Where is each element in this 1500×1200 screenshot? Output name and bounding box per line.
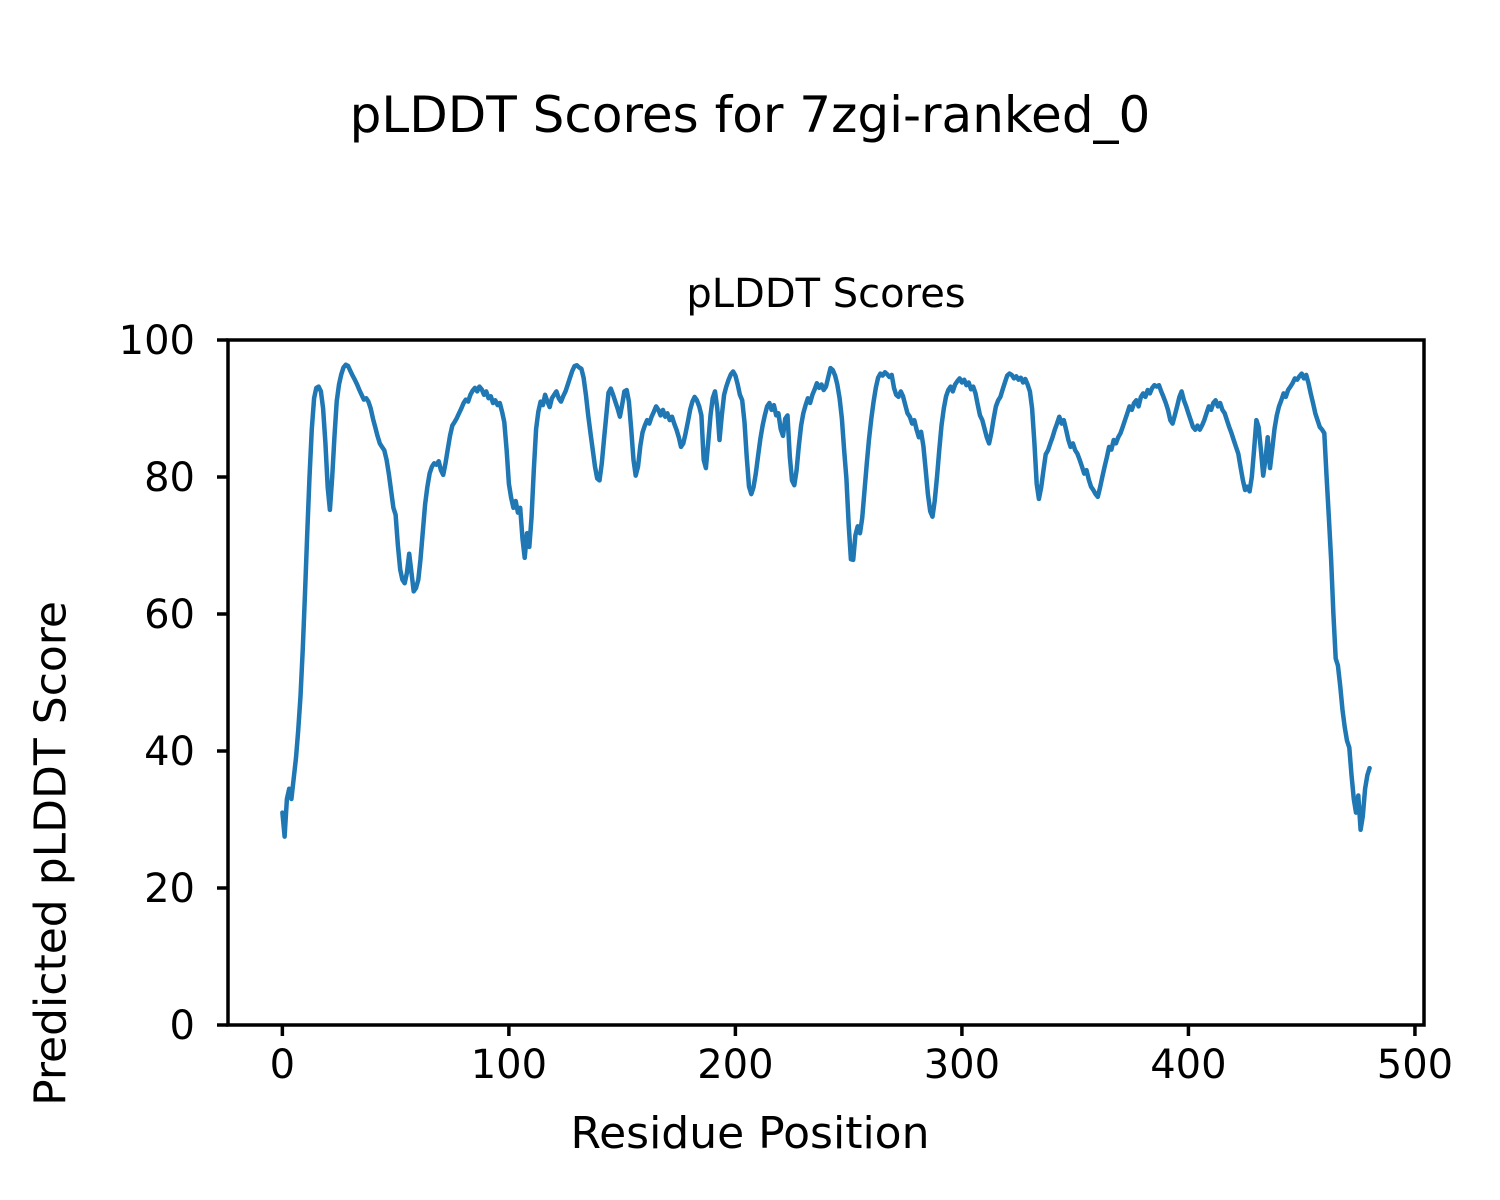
- x-axis-label: Residue Position: [570, 1108, 930, 1159]
- y-tick-label-0: 0: [170, 1003, 195, 1049]
- y-tick-label-1: 20: [144, 866, 195, 912]
- y-tick-label-2: 40: [144, 729, 195, 775]
- y-tick-label-5: 100: [119, 318, 195, 364]
- x-tick-label-1: 100: [471, 1042, 547, 1088]
- x-tick-label-0: 0: [270, 1042, 295, 1088]
- x-tick-label-5: 500: [1377, 1042, 1453, 1088]
- axes-spines: [226, 338, 1426, 1027]
- axes-title: pLDDT Scores: [686, 271, 966, 317]
- x-tick-label-4: 400: [1150, 1042, 1226, 1088]
- x-tick-label-2: 200: [697, 1042, 773, 1088]
- y-tick-label-3: 60: [144, 592, 195, 638]
- axis-ticks: 0 100 200 300 400 500 0 20 40 60 80 100: [119, 318, 1453, 1088]
- y-tick-label-4: 80: [144, 455, 195, 501]
- x-tick-label-3: 300: [924, 1042, 1000, 1088]
- y-axis-label-text: Predicted pLDDT Score: [25, 601, 77, 1106]
- plddt-line-series-0: [280, 362, 1372, 839]
- figure-suptitle: pLDDT Scores for 7zgi-ranked_0: [349, 86, 1151, 144]
